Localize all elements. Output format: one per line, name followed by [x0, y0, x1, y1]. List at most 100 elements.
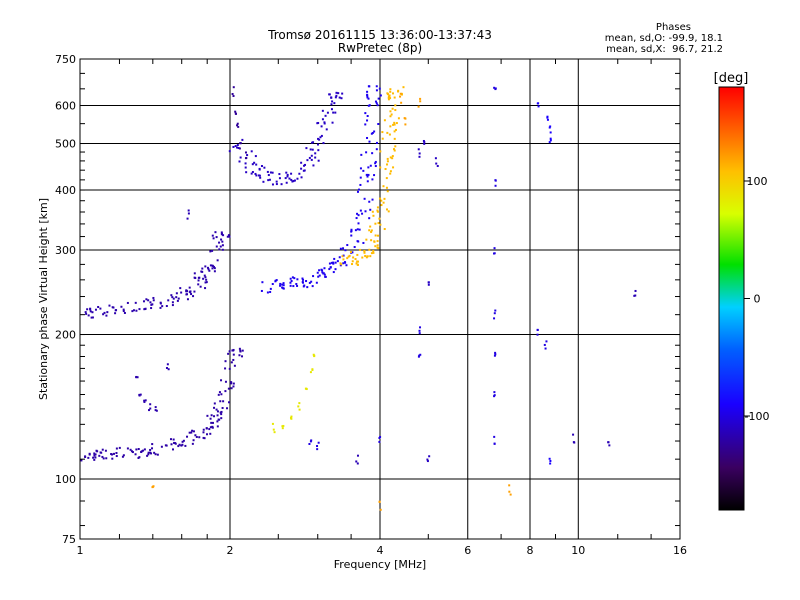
data-point — [365, 151, 368, 154]
x-axis-label: Frequency [MHz] — [334, 558, 426, 571]
data-point — [102, 313, 105, 316]
data-point — [369, 164, 372, 167]
data-point — [311, 148, 314, 151]
data-point — [374, 245, 377, 248]
data-point — [418, 329, 421, 332]
data-point — [404, 123, 407, 126]
data-point — [332, 261, 335, 264]
data-point — [199, 285, 202, 288]
data-point — [211, 249, 214, 252]
data-point — [310, 280, 313, 283]
data-point — [339, 262, 342, 265]
data-point — [219, 411, 222, 414]
data-point — [379, 197, 382, 200]
data-point — [160, 445, 163, 448]
data-point — [378, 436, 381, 439]
data-point — [108, 304, 111, 307]
data-point — [285, 171, 288, 174]
data-point — [244, 162, 247, 165]
data-point — [548, 457, 551, 460]
data-point — [96, 450, 99, 453]
data-point — [180, 291, 183, 294]
data-point — [241, 349, 244, 352]
data-point — [296, 278, 299, 281]
data-point — [221, 406, 224, 409]
data-point — [634, 289, 637, 292]
data-point — [306, 159, 309, 162]
data-point — [376, 246, 379, 249]
data-point — [387, 98, 390, 101]
data-point — [215, 408, 218, 411]
data-point — [426, 460, 429, 463]
data-point — [331, 121, 334, 124]
data-point — [213, 402, 216, 405]
data-point — [339, 264, 342, 267]
data-point — [139, 393, 142, 396]
data-point — [363, 249, 366, 252]
data-point — [253, 161, 256, 164]
data-point — [123, 311, 126, 314]
data-point — [302, 278, 305, 281]
data-point — [342, 247, 345, 250]
data-point — [232, 382, 235, 385]
data-point — [171, 448, 174, 451]
data-point — [236, 124, 239, 127]
data-point — [308, 281, 311, 284]
data-point — [224, 367, 227, 370]
data-point — [549, 137, 552, 140]
data-point — [161, 305, 164, 308]
data-point — [369, 208, 372, 211]
data-point — [370, 230, 373, 233]
data-point — [93, 454, 96, 457]
data-point — [544, 347, 547, 350]
data-point — [220, 231, 223, 234]
data-point — [148, 409, 151, 412]
data-point — [376, 209, 379, 212]
data-point — [371, 131, 374, 134]
data-point — [342, 254, 345, 257]
data-point — [181, 440, 184, 443]
data-point — [435, 162, 438, 165]
data-point — [232, 86, 235, 89]
data-point — [493, 317, 496, 320]
data-point — [298, 172, 301, 175]
data-point — [494, 309, 497, 312]
data-point — [509, 493, 512, 496]
data-point — [234, 145, 237, 148]
data-point — [150, 303, 153, 306]
data-point — [202, 428, 205, 431]
data-point — [351, 263, 354, 266]
data-point — [546, 115, 549, 118]
data-point — [111, 306, 114, 309]
data-point — [213, 270, 216, 273]
data-point — [211, 426, 214, 429]
data-point — [188, 286, 191, 289]
data-point — [548, 126, 551, 129]
data-point — [106, 311, 109, 314]
data-point — [549, 139, 552, 142]
data-point — [204, 287, 207, 290]
data-point — [381, 131, 384, 134]
data-point — [273, 431, 276, 434]
data-point — [419, 97, 422, 100]
data-point — [376, 210, 379, 213]
data-point — [216, 410, 219, 413]
data-point — [368, 140, 371, 143]
data-point — [419, 100, 422, 103]
data-point — [374, 160, 377, 163]
grid-layer — [80, 59, 680, 539]
data-point — [282, 287, 285, 290]
data-point — [284, 177, 287, 180]
data-point — [179, 287, 182, 290]
data-point — [352, 256, 355, 259]
data-point — [374, 222, 377, 225]
x-tick-label: 4 — [377, 544, 384, 557]
data-point — [313, 355, 316, 358]
data-point — [221, 248, 224, 251]
data-point — [572, 441, 575, 444]
data-point — [314, 152, 317, 155]
colorbar-label: [deg] — [714, 71, 749, 86]
data-point — [186, 217, 189, 220]
data-point — [115, 455, 118, 458]
data-point — [182, 439, 185, 442]
